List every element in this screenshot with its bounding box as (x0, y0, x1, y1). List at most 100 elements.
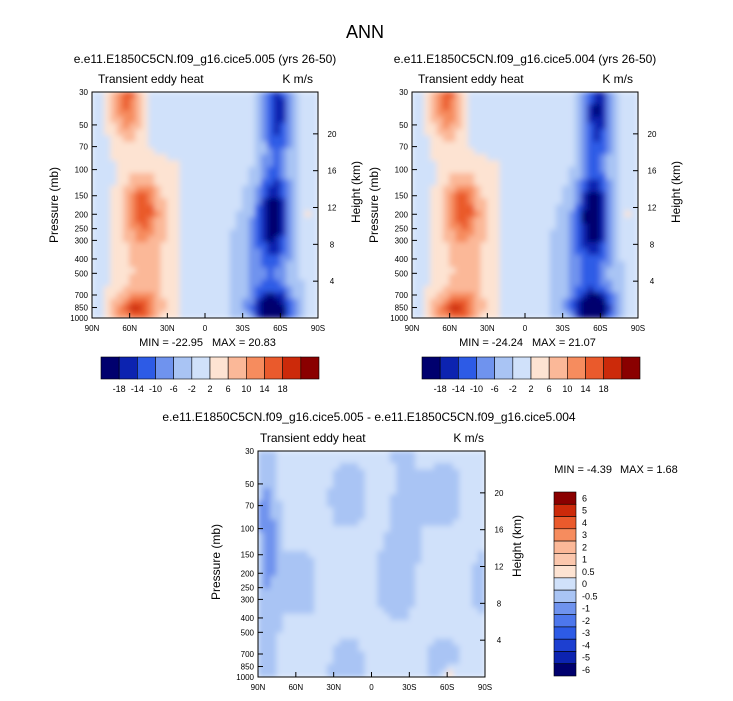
contour-cell (624, 129, 633, 137)
contour-cell (402, 638, 411, 647)
contour-cell (311, 116, 318, 125)
contour-cell (449, 217, 457, 225)
contour-cell (314, 481, 322, 490)
contour-cell (116, 254, 125, 263)
contour-cell (493, 204, 501, 212)
colorbar-label: -0.5 (582, 591, 598, 601)
contour-cell (166, 122, 175, 131)
contour-cell (292, 148, 300, 156)
contour-cell (612, 223, 620, 231)
contour-cell (581, 116, 589, 125)
contour-cell (412, 154, 419, 162)
contour-cell (417, 248, 426, 256)
contour-cell (141, 191, 150, 200)
contour-cell (217, 154, 225, 162)
contour-cell (364, 494, 373, 502)
contour-cell (235, 148, 244, 156)
contour-cell (270, 594, 278, 603)
pressure-tick-label: 150 (395, 192, 409, 201)
contour-cell (618, 160, 627, 169)
contour-cell (599, 160, 608, 169)
contour-cell (282, 594, 291, 603)
contour-cell (307, 513, 316, 521)
contour-cell (135, 141, 143, 150)
contour-cell (166, 235, 175, 244)
contour-cell (217, 298, 225, 307)
contour-cell (292, 110, 300, 118)
contour-cell (424, 223, 432, 231)
contour-cell (198, 204, 206, 212)
contour-cell (631, 229, 638, 238)
contour-cell (223, 279, 231, 288)
contour-cell (160, 210, 169, 219)
contour-cell (97, 92, 106, 99)
contour-cell (486, 104, 495, 112)
contour-cell (364, 607, 373, 615)
contour-cell (311, 122, 318, 131)
contour-cell (301, 494, 310, 502)
contour-cell (452, 620, 461, 628)
contour-cell (499, 292, 507, 300)
contour-cell (606, 286, 614, 294)
contour-cell (424, 154, 432, 162)
contour-cell (537, 166, 545, 175)
contour-cell (276, 563, 284, 571)
contour-cell (326, 620, 335, 628)
contour-cell (279, 198, 288, 206)
contour-cell (424, 116, 432, 125)
contour-cell (631, 191, 638, 200)
contour-cell (198, 92, 206, 99)
contour-cell (345, 532, 354, 540)
contour-cell (267, 160, 275, 169)
contour-cell (104, 92, 112, 99)
contour-cell (352, 463, 360, 471)
contour-cell (122, 292, 131, 300)
contour-cell (555, 210, 564, 219)
contour-cell (217, 191, 225, 200)
contour-cell (442, 286, 451, 294)
contour-cell (549, 223, 558, 231)
contour-cell (452, 638, 461, 647)
contour-cell (530, 292, 539, 300)
contour-cell (383, 451, 392, 458)
contour-cell (273, 179, 282, 187)
contour-cell (352, 638, 360, 647)
contour-cell (295, 663, 303, 672)
contour-cell (446, 475, 455, 484)
contour-cell (191, 261, 200, 269)
contour-cell (383, 582, 392, 590)
contour-cell (371, 494, 379, 502)
contour-cell (198, 97, 206, 106)
contour-cell (345, 525, 354, 534)
contour-cell (254, 97, 263, 106)
contour-cell (530, 97, 539, 106)
contour-cell (499, 261, 507, 269)
contour-cell (434, 451, 442, 458)
contour-cell (345, 670, 354, 677)
contour-cell (480, 154, 489, 162)
contour-cell (468, 273, 476, 282)
contour-cell (581, 248, 589, 256)
contour-cell (461, 273, 470, 282)
contour-cell (568, 254, 576, 263)
contour-cell (396, 670, 404, 677)
contour-cell (412, 248, 419, 256)
contour-cell (442, 279, 451, 288)
contour-cell (248, 279, 256, 288)
contour-cell (612, 229, 620, 238)
contour-cell (154, 154, 162, 162)
contour-cell (258, 588, 266, 597)
contour-cell (593, 92, 602, 99)
contour-cell (631, 235, 638, 244)
contour-cell (442, 235, 451, 244)
contour-cell (135, 223, 143, 231)
contour-cell (424, 273, 432, 282)
contour-cell (543, 185, 551, 194)
contour-cell (478, 507, 485, 515)
contour-cell (427, 538, 436, 546)
contour-cell (148, 166, 156, 175)
contour-cell (320, 494, 329, 502)
contour-cell (402, 538, 411, 546)
contour-cell (242, 141, 250, 150)
contour-cell (320, 519, 329, 528)
